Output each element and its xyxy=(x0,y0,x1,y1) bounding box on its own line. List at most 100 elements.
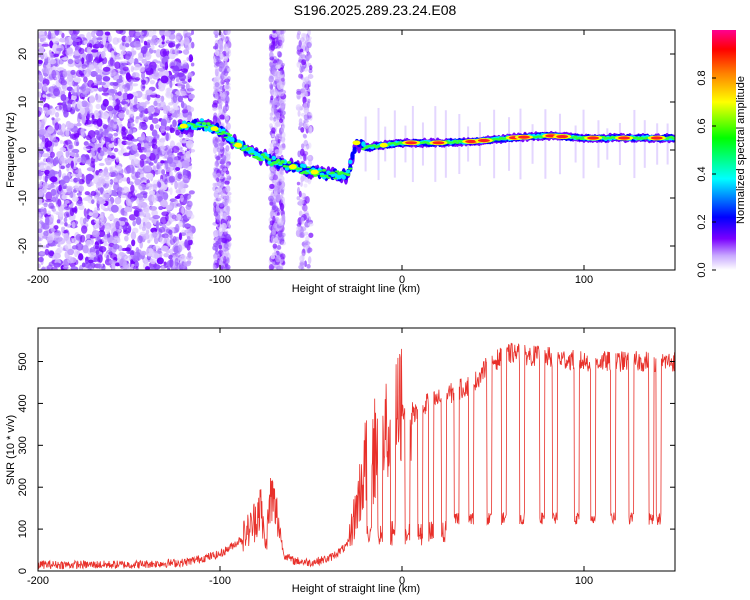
spectrogram-hot-cell xyxy=(234,142,243,148)
spectrogram-cell xyxy=(109,222,117,232)
spectrogram-cell xyxy=(53,119,59,124)
spectrogram-cell xyxy=(63,211,70,218)
spectrogram-cell xyxy=(302,87,307,95)
spectrogram-cell xyxy=(279,203,285,211)
spectrogram-cell xyxy=(269,51,274,59)
snr-y-tick-label: 0 xyxy=(17,568,29,574)
spectrogram-cell xyxy=(220,181,225,187)
spectrogram-cell xyxy=(123,211,128,217)
spectrogram-cell xyxy=(296,95,301,100)
spectrogram-cell xyxy=(123,229,129,235)
colorbar-tick-label: 0.6 xyxy=(696,118,708,133)
spectrogram-cell xyxy=(188,148,196,153)
spectrogram-cell xyxy=(213,201,217,208)
spectrogram-cell xyxy=(139,158,145,168)
spectrogram-cell xyxy=(64,222,68,227)
spectrogram-cell xyxy=(139,173,145,178)
spectrogram-cell xyxy=(63,175,70,184)
spectrogram-cell xyxy=(118,95,123,101)
spectrogram-cell xyxy=(46,109,52,115)
spectrogram-cell xyxy=(112,37,119,45)
spectrogram-cell xyxy=(213,229,219,238)
spectrogram-cell xyxy=(160,160,165,164)
spectrogram-cell xyxy=(58,37,67,43)
spectrogram-cell xyxy=(38,72,43,76)
spectrogram-cell xyxy=(151,194,158,203)
spectrogram-cell xyxy=(168,107,175,114)
spectrogram-cell xyxy=(51,207,57,213)
spectrogram-cell xyxy=(183,32,190,38)
spectrogram-cell xyxy=(280,33,285,41)
spectrogram-cell xyxy=(302,77,306,84)
spectrogram-cell xyxy=(157,181,162,188)
colorbar-tick-label: 0.0 xyxy=(696,262,708,277)
spectrogram-cell xyxy=(225,206,230,215)
spectrogram-cell xyxy=(166,87,173,92)
spectrogram-cell xyxy=(181,206,185,214)
spectrogram-cell xyxy=(96,207,100,211)
spectrogram-cell xyxy=(171,78,176,86)
spectrogram-cell xyxy=(82,40,89,45)
spectrogram-cell xyxy=(114,104,120,111)
spectrogram-cell xyxy=(44,216,50,226)
spectrogram-cell xyxy=(51,69,57,79)
spectrogram-track-cell xyxy=(241,149,246,152)
spectrogram-cell xyxy=(178,155,186,162)
spectrogram-cell xyxy=(225,234,231,239)
spectrogram-cell xyxy=(216,172,221,177)
spectrogram-cell xyxy=(152,30,157,35)
spectrogram-track-cell xyxy=(227,134,233,137)
spectrogram-cell xyxy=(276,30,281,35)
spectrogram-cell xyxy=(113,182,120,192)
spectrogram-cell xyxy=(41,153,50,158)
spectrogram-cell xyxy=(112,81,119,87)
spectrogram-cell xyxy=(124,53,131,60)
spectrogram-cell xyxy=(39,164,45,172)
spectrogram-cell xyxy=(119,70,124,75)
spectrogram-cell xyxy=(168,175,176,183)
spectrogram-cell xyxy=(222,167,227,172)
spectrogram-cell xyxy=(188,190,195,195)
spectrogram-cell xyxy=(135,32,141,37)
spectrogram-cell xyxy=(141,225,147,232)
spectrogram-cell xyxy=(275,255,281,263)
spectrogram-track-cell xyxy=(341,174,346,180)
spectrogram-cell xyxy=(149,38,156,46)
spectrogram-cell xyxy=(214,34,219,38)
spectrogram-cell xyxy=(278,91,285,97)
spectrogram-cell xyxy=(269,198,273,206)
spectrogram-cell xyxy=(160,118,167,127)
spectrogram-cell xyxy=(49,151,55,158)
spectrogram-cell xyxy=(99,150,105,157)
spectrogram-cell xyxy=(307,155,312,160)
spectrogram-cell xyxy=(188,93,195,100)
spectrogram-cell xyxy=(280,253,286,260)
spectrogram-cell xyxy=(110,50,115,58)
spectrogram-cell xyxy=(130,197,135,203)
spectrogram-track-cell xyxy=(671,137,675,140)
spectrogram-cell xyxy=(49,176,58,183)
spectrogram-cell xyxy=(277,51,282,58)
spectrogram-cell xyxy=(281,102,287,107)
spectrogram-cell xyxy=(107,237,111,244)
spectrogram-cell xyxy=(55,232,61,236)
spectrogram-cell xyxy=(174,156,179,162)
spectrogram-cell xyxy=(301,41,306,46)
spectrogram-cell xyxy=(219,202,224,208)
spectrogram-cell xyxy=(297,30,301,36)
spectrogram-cell xyxy=(307,30,311,36)
snr-y-label: SNR (10 * v/v) xyxy=(5,415,17,485)
spectrogram-cell xyxy=(304,221,311,228)
spectrogram-cell xyxy=(274,101,281,107)
spectrogram-cell xyxy=(183,37,190,46)
spectrogram-cell xyxy=(43,115,47,123)
spectrogram-cell xyxy=(221,237,228,243)
spectrogram-cell xyxy=(140,123,148,131)
spectrogram-cell xyxy=(302,96,307,105)
spectrogram-cell xyxy=(85,53,92,63)
spectrogram-cell xyxy=(115,156,120,163)
colorbar-gradient xyxy=(712,30,736,270)
spectrogram-cell xyxy=(53,262,61,268)
spectrogram-cell xyxy=(85,239,92,247)
